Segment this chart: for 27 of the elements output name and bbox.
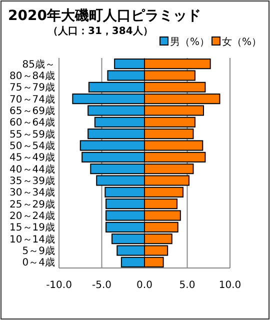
y-tick-label: 65～69歳: [10, 105, 55, 117]
y-tick-label: 15～19歳: [10, 222, 55, 234]
y-tick-label: 60～64歳: [10, 116, 55, 129]
y-tick-label: 70～74歳: [10, 93, 55, 106]
y-tick-label: 20～24歳: [10, 210, 55, 222]
y-tick-label: 25～29歳: [10, 198, 55, 210]
y-tick-label: 5～9歳: [22, 245, 55, 257]
chart-subtitle: （人口：31，384人）: [48, 25, 153, 37]
y-tick-label: 50～54歳: [10, 140, 55, 152]
x-tick-label: 10.0: [218, 280, 242, 291]
y-tick-label: 10～14歳: [10, 233, 55, 246]
legend-label: 男（%）: [170, 37, 210, 48]
y-tick-label: 80～84歳: [10, 70, 55, 82]
chart-title: 2020年大磯町人口ピラミッド: [8, 8, 201, 24]
y-tick-label: 30～34歳: [10, 186, 55, 199]
y-tick-label: 55～59歳: [10, 128, 55, 140]
legend-label: 女（%）: [222, 36, 262, 48]
x-tick-label: 0.0: [136, 280, 152, 291]
y-tick-label: 85歳～: [22, 58, 55, 70]
x-tick-label: 5.0: [179, 280, 196, 291]
x-tick-label: -5.0: [92, 280, 112, 291]
y-tick-label: 35～39歳: [10, 175, 55, 187]
y-tick-label: 40～44歳: [10, 163, 55, 176]
y-tick-label: 45～49歳: [10, 152, 55, 164]
y-tick-label: 0～4歳: [22, 256, 55, 269]
y-tick-label: 75～79歳: [10, 82, 55, 94]
x-tick-label: -10.0: [46, 280, 72, 291]
